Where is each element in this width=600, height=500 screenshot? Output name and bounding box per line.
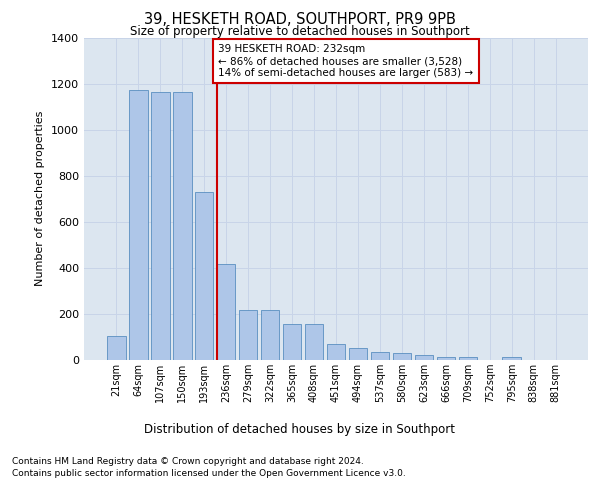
Text: Distribution of detached houses by size in Southport: Distribution of detached houses by size … [145,422,455,436]
Text: 39, HESKETH ROAD, SOUTHPORT, PR9 9PB: 39, HESKETH ROAD, SOUTHPORT, PR9 9PB [144,12,456,28]
Bar [437,356,455,360]
Bar [151,92,170,360]
Bar [173,92,191,360]
Y-axis label: Number of detached properties: Number of detached properties [35,111,46,286]
Bar [107,336,125,360]
Bar [195,192,214,360]
Bar [349,348,367,360]
Bar [261,310,280,360]
Text: Contains public sector information licensed under the Open Government Licence v3: Contains public sector information licen… [12,469,406,478]
Bar [415,356,433,360]
Bar [217,264,235,360]
Bar [371,352,389,360]
Bar [502,356,521,360]
Bar [392,353,411,360]
Bar [326,344,346,360]
Bar [239,310,257,360]
Text: 39 HESKETH ROAD: 232sqm
← 86% of detached houses are smaller (3,528)
14% of semi: 39 HESKETH ROAD: 232sqm ← 86% of detache… [218,44,473,78]
Bar [129,90,148,360]
Text: Contains HM Land Registry data © Crown copyright and database right 2024.: Contains HM Land Registry data © Crown c… [12,458,364,466]
Bar [458,356,477,360]
Bar [283,324,301,360]
Bar [305,324,323,360]
Text: Size of property relative to detached houses in Southport: Size of property relative to detached ho… [130,25,470,38]
